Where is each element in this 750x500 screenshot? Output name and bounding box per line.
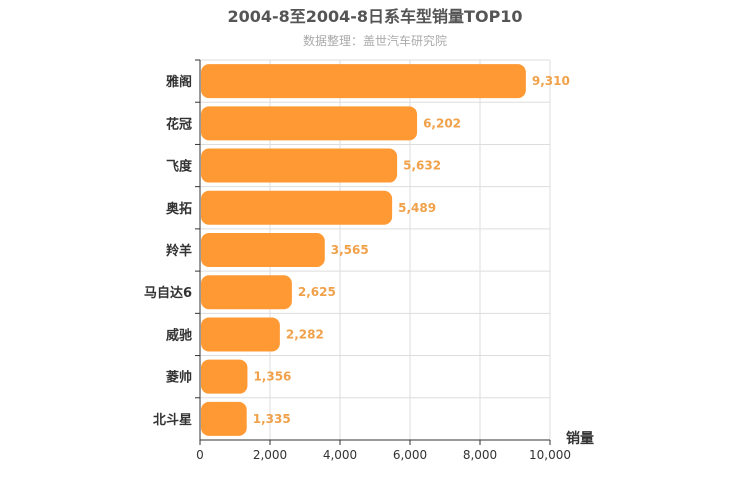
- x-axis-title: 销量: [566, 430, 594, 447]
- bar: [201, 359, 248, 394]
- x-tick-label: 6,000: [393, 448, 427, 462]
- x-tick-label: 8,000: [463, 448, 497, 462]
- category-label: 羚羊: [166, 243, 192, 259]
- x-tick-label: 0: [196, 448, 204, 462]
- chart-title: 2004-8至2004-8日系车型销量TOP10: [227, 7, 522, 26]
- bar: [201, 106, 418, 141]
- data-label: 2,625: [298, 285, 336, 299]
- category-label: 飞度: [166, 159, 193, 175]
- data-label: 5,632: [403, 159, 441, 173]
- x-tick-label: 4,000: [323, 448, 357, 462]
- category-label: 奥拓: [166, 201, 192, 217]
- chart-subtitle: 数据整理：盖世汽车研究院: [303, 33, 447, 48]
- bar: [201, 317, 280, 352]
- data-label: 5,489: [398, 201, 436, 215]
- grid-lines: [200, 59, 551, 440]
- data-label: 3,565: [331, 243, 369, 257]
- data-label: 2,282: [286, 327, 324, 341]
- category-label: 威驰: [166, 327, 192, 343]
- category-label: 雅阁: [166, 74, 192, 90]
- data-label: 1,356: [253, 370, 291, 384]
- category-label: 马自达6: [144, 285, 192, 301]
- bar: [201, 275, 292, 310]
- data-label: 6,202: [423, 116, 461, 130]
- data-label: 9,310: [532, 74, 570, 88]
- bar: [201, 64, 526, 99]
- bar: [201, 148, 398, 183]
- bar: [201, 233, 325, 267]
- x-tick-label: 10,000: [529, 448, 571, 462]
- x-tick-label: 2,000: [253, 448, 287, 462]
- bar: [201, 401, 247, 436]
- data-label: 1,335: [253, 412, 291, 426]
- bars: 9,310 6,202 5,632 5,489 3,565 2,625 2,282 1,356…: [201, 64, 570, 436]
- category-label: 菱帅: [166, 370, 192, 386]
- category-label: 北斗星: [153, 413, 192, 428]
- bar: [201, 190, 393, 225]
- category-label: 花冠: [166, 116, 192, 132]
